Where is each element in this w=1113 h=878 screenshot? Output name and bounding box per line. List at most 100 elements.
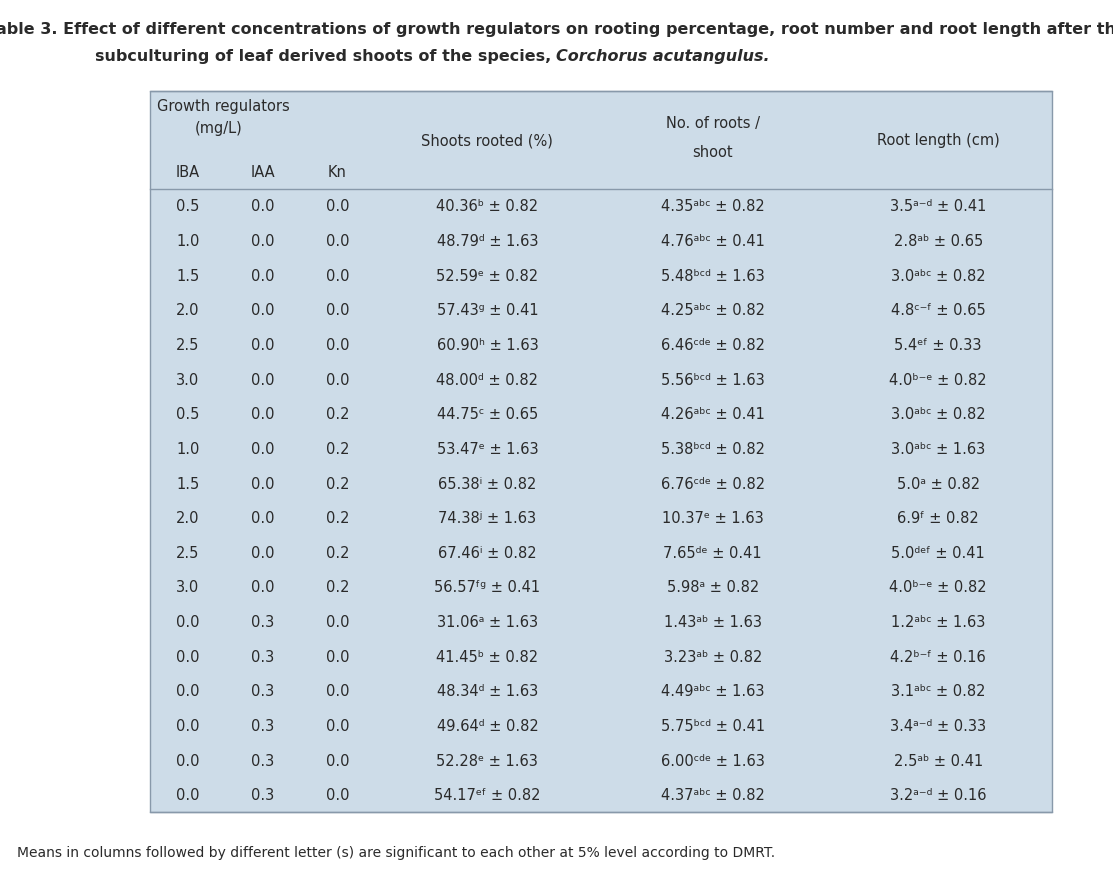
Text: 6.00ᶜᵈᵉ ± 1.63: 6.00ᶜᵈᵉ ± 1.63 — [661, 752, 765, 767]
Text: Shoots rooted (%): Shoots rooted (%) — [422, 133, 553, 148]
Text: 0.5: 0.5 — [176, 199, 199, 214]
Text: 4.76ᵃᵇᶜ ± 0.41: 4.76ᵃᵇᶜ ± 0.41 — [661, 234, 765, 248]
Text: 31.06ᵃ ± 1.63: 31.06ᵃ ± 1.63 — [437, 615, 538, 630]
Text: 0.2: 0.2 — [326, 407, 349, 421]
Text: 0.2: 0.2 — [326, 511, 349, 526]
Text: 0.0: 0.0 — [326, 199, 349, 214]
Text: 74.38ʲ ± 1.63: 74.38ʲ ± 1.63 — [439, 511, 536, 526]
Text: 0.0: 0.0 — [250, 407, 274, 421]
Text: Root length (cm): Root length (cm) — [877, 133, 999, 148]
Text: 2.5: 2.5 — [176, 545, 199, 560]
Text: 1.0: 1.0 — [176, 442, 199, 457]
Text: 0.0: 0.0 — [250, 199, 274, 214]
Text: Growth regulators: Growth regulators — [157, 99, 289, 114]
Text: 2.0: 2.0 — [176, 511, 199, 526]
Text: 3.0ᵃᵇᶜ ± 0.82: 3.0ᵃᵇᶜ ± 0.82 — [890, 407, 985, 421]
Text: subculturing of leaf derived shoots of the species,: subculturing of leaf derived shoots of t… — [95, 49, 556, 64]
Text: 3.4ᵃ⁻ᵈ ± 0.33: 3.4ᵃ⁻ᵈ ± 0.33 — [890, 718, 986, 733]
Text: 0.0: 0.0 — [176, 615, 199, 630]
Text: 4.2ᵇ⁻ᶠ ± 0.16: 4.2ᵇ⁻ᶠ ± 0.16 — [890, 649, 986, 664]
Text: 0.0: 0.0 — [250, 269, 274, 284]
Text: 4.37ᵃᵇᶜ ± 0.82: 4.37ᵃᵇᶜ ± 0.82 — [661, 788, 765, 802]
Text: 4.0ᵇ⁻ᵉ ± 0.82: 4.0ᵇ⁻ᵉ ± 0.82 — [889, 579, 987, 594]
Text: 48.34ᵈ ± 1.63: 48.34ᵈ ± 1.63 — [436, 684, 538, 699]
Text: 54.17ᵉᶠ ± 0.82: 54.17ᵉᶠ ± 0.82 — [434, 788, 541, 802]
Text: 4.8ᶜ⁻ᶠ ± 0.65: 4.8ᶜ⁻ᶠ ± 0.65 — [890, 303, 986, 318]
Text: 0.5: 0.5 — [176, 407, 199, 421]
Text: 60.90ʰ ± 1.63: 60.90ʰ ± 1.63 — [436, 337, 539, 353]
Text: 4.25ᵃᵇᶜ ± 0.82: 4.25ᵃᵇᶜ ± 0.82 — [661, 303, 765, 318]
Text: 0.0: 0.0 — [250, 372, 274, 387]
Text: 2.5: 2.5 — [176, 337, 199, 353]
Text: 0.0: 0.0 — [250, 476, 274, 491]
Text: 0.0: 0.0 — [326, 718, 349, 733]
Text: 0.0: 0.0 — [326, 337, 349, 353]
Text: 5.56ᵇᶜᵈ ± 1.63: 5.56ᵇᶜᵈ ± 1.63 — [661, 372, 765, 387]
Text: 2.5ᵃᵇ ± 0.41: 2.5ᵃᵇ ± 0.41 — [894, 752, 983, 767]
Text: 1.0: 1.0 — [176, 234, 199, 248]
Text: 0.0: 0.0 — [176, 649, 199, 664]
Text: shoot: shoot — [692, 145, 733, 160]
Text: 0.0: 0.0 — [250, 442, 274, 457]
Text: 4.0ᵇ⁻ᵉ ± 0.82: 4.0ᵇ⁻ᵉ ± 0.82 — [889, 372, 987, 387]
Text: 5.48ᵇᶜᵈ ± 1.63: 5.48ᵇᶜᵈ ± 1.63 — [661, 269, 765, 284]
Text: 0.0: 0.0 — [176, 752, 199, 767]
Text: 41.45ᵇ ± 0.82: 41.45ᵇ ± 0.82 — [436, 649, 539, 664]
Text: 0.0: 0.0 — [250, 545, 274, 560]
Text: 0.0: 0.0 — [176, 684, 199, 699]
Text: 0.0: 0.0 — [326, 649, 349, 664]
Text: Kn: Kn — [328, 164, 347, 179]
Text: 0.2: 0.2 — [326, 579, 349, 594]
Text: 3.23ᵃᵇ ± 0.82: 3.23ᵃᵇ ± 0.82 — [663, 649, 762, 664]
Text: 0.0: 0.0 — [250, 579, 274, 594]
Text: 56.57ᶠᵍ ± 0.41: 56.57ᶠᵍ ± 0.41 — [434, 579, 541, 594]
Text: 0.0: 0.0 — [176, 718, 199, 733]
Text: 3.0: 3.0 — [176, 579, 199, 594]
Text: 4.26ᵃᵇᶜ ± 0.41: 4.26ᵃᵇᶜ ± 0.41 — [661, 407, 765, 421]
Text: 1.2ᵃᵇᶜ ± 1.63: 1.2ᵃᵇᶜ ± 1.63 — [892, 615, 985, 630]
Text: (mg/L): (mg/L) — [195, 121, 243, 136]
Text: 0.0: 0.0 — [250, 303, 274, 318]
Text: 65.38ⁱ ± 0.82: 65.38ⁱ ± 0.82 — [439, 476, 536, 491]
Text: 5.98ᵃ ± 0.82: 5.98ᵃ ± 0.82 — [667, 579, 759, 594]
Text: 0.3: 0.3 — [250, 649, 274, 664]
Text: 3.0ᵃᵇᶜ ± 0.82: 3.0ᵃᵇᶜ ± 0.82 — [890, 269, 985, 284]
Text: 0.0: 0.0 — [176, 788, 199, 802]
Text: 2.0: 2.0 — [176, 303, 199, 318]
Text: 49.64ᵈ ± 0.82: 49.64ᵈ ± 0.82 — [436, 718, 539, 733]
Text: 0.0: 0.0 — [326, 752, 349, 767]
Text: 0.0: 0.0 — [250, 337, 274, 353]
Text: 40.36ᵇ ± 0.82: 40.36ᵇ ± 0.82 — [436, 199, 539, 214]
Text: 0.2: 0.2 — [326, 545, 349, 560]
Text: 0.0: 0.0 — [326, 269, 349, 284]
Text: 3.0: 3.0 — [176, 372, 199, 387]
Text: 0.0: 0.0 — [326, 684, 349, 699]
Text: 48.79ᵈ ± 1.63: 48.79ᵈ ± 1.63 — [436, 234, 539, 248]
Text: 0.0: 0.0 — [250, 234, 274, 248]
Text: 67.46ⁱ ± 0.82: 67.46ⁱ ± 0.82 — [439, 545, 536, 560]
Text: 0.0: 0.0 — [326, 615, 349, 630]
Text: 0.3: 0.3 — [250, 718, 274, 733]
Text: 3.2ᵃ⁻ᵈ ± 0.16: 3.2ᵃ⁻ᵈ ± 0.16 — [890, 788, 986, 802]
Text: 0.0: 0.0 — [250, 511, 274, 526]
Text: 57.43ᵍ ± 0.41: 57.43ᵍ ± 0.41 — [436, 303, 539, 318]
Text: 53.47ᵉ ± 1.63: 53.47ᵉ ± 1.63 — [436, 442, 539, 457]
Text: 3.1ᵃᵇᶜ ± 0.82: 3.1ᵃᵇᶜ ± 0.82 — [890, 684, 985, 699]
Text: 0.2: 0.2 — [326, 442, 349, 457]
Text: 1.43ᵃᵇ ± 1.63: 1.43ᵃᵇ ± 1.63 — [663, 615, 761, 630]
Text: 0.3: 0.3 — [250, 788, 274, 802]
Text: 0.2: 0.2 — [326, 476, 349, 491]
Text: 5.0ᵃ ± 0.82: 5.0ᵃ ± 0.82 — [897, 476, 979, 491]
Text: 3.0ᵃᵇᶜ ± 1.63: 3.0ᵃᵇᶜ ± 1.63 — [892, 442, 985, 457]
Text: 1.5: 1.5 — [176, 269, 199, 284]
Text: 3.5ᵃ⁻ᵈ ± 0.41: 3.5ᵃ⁻ᵈ ± 0.41 — [890, 199, 986, 214]
Text: Corchorus acutangulus.: Corchorus acutangulus. — [556, 49, 770, 64]
Text: 0.0: 0.0 — [326, 372, 349, 387]
Text: 0.0: 0.0 — [326, 234, 349, 248]
Text: 4.35ᵃᵇᶜ ± 0.82: 4.35ᵃᵇᶜ ± 0.82 — [661, 199, 765, 214]
Text: Table 3. Effect of different concentrations of growth regulators on rooting perc: Table 3. Effect of different concentrati… — [0, 22, 1113, 37]
Text: 6.46ᶜᵈᵉ ± 0.82: 6.46ᶜᵈᵉ ± 0.82 — [661, 337, 765, 353]
Text: 5.0ᵈᵉᶠ ± 0.41: 5.0ᵈᵉᶠ ± 0.41 — [892, 545, 985, 560]
Text: IAA: IAA — [250, 164, 275, 179]
Text: 0.3: 0.3 — [250, 752, 274, 767]
